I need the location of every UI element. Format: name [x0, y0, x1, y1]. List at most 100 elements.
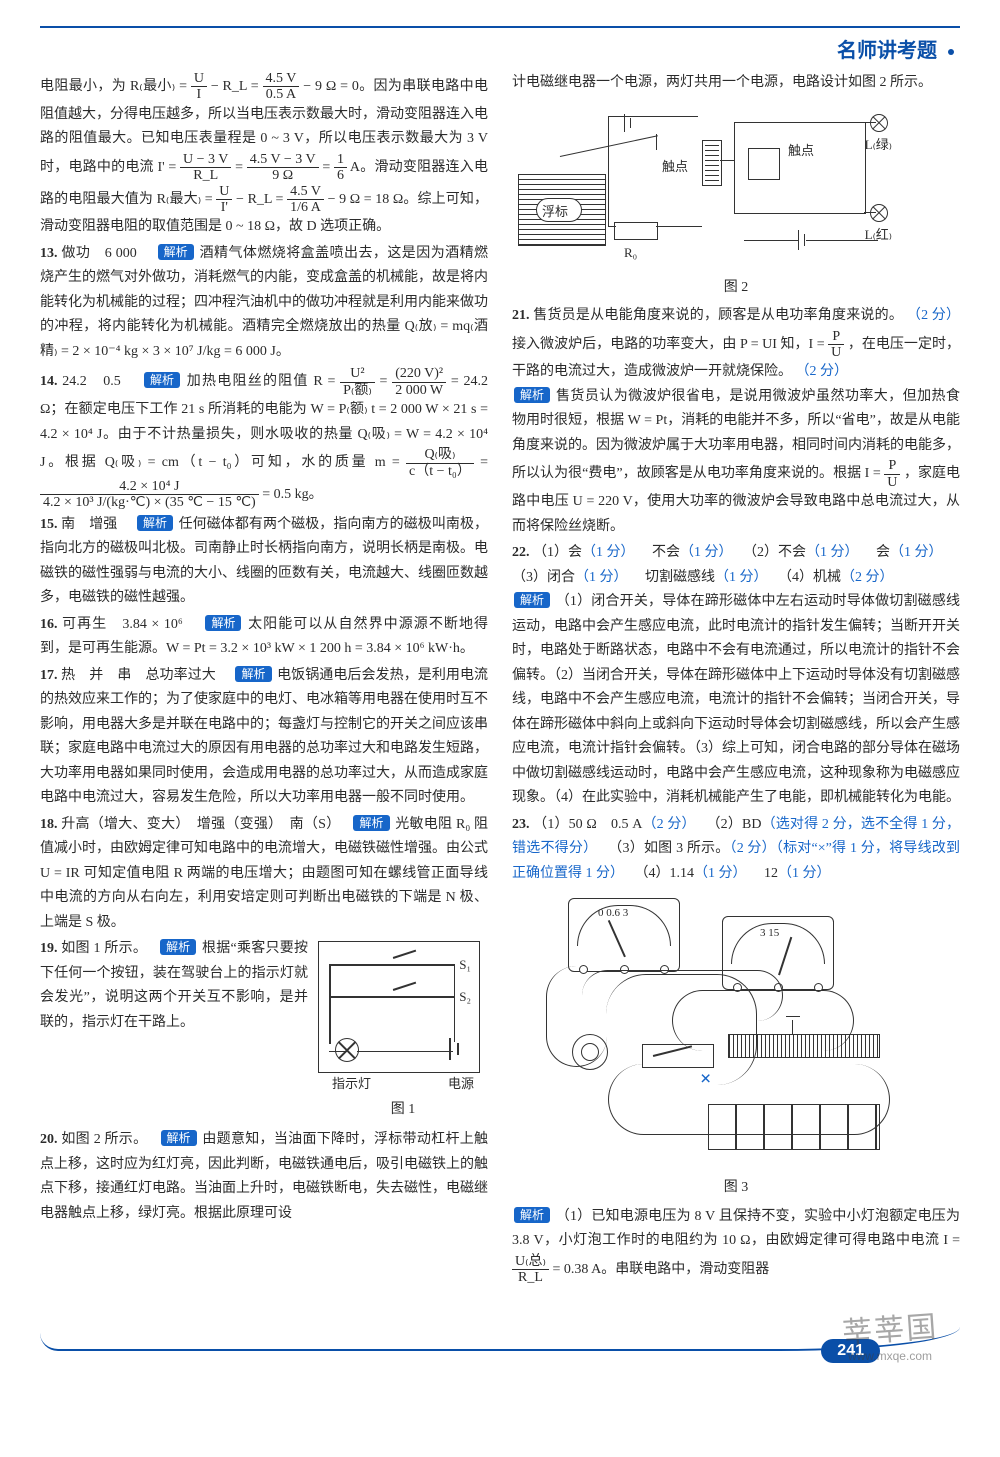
label-s2: S₂ [459, 986, 471, 1009]
analysis-pill: 解析 [235, 666, 271, 682]
score: （1 分） [680, 545, 733, 560]
score: （2 分） [841, 570, 894, 585]
fraction: 4.5 V1/6 A [287, 184, 324, 216]
label-lamp: 指示灯 [332, 1073, 371, 1096]
item-number: 23. [512, 817, 530, 832]
text: = [480, 455, 488, 470]
text: = 0.5 kg。 [262, 487, 322, 502]
score: （1 分） [694, 866, 747, 881]
item-number: 15. [40, 517, 58, 532]
figure-3-caption: 图 3 [512, 1176, 960, 1201]
label-contact: 触点 [662, 156, 688, 179]
fraction: 4.2 × 10⁴ J4.2 × 10³ J/(kg·℃) × (35 ℃ − … [40, 479, 259, 511]
text: 接入微波炉后，电路的功率变大，由 P = UI 知，I = [512, 337, 828, 352]
analysis-pill: 解析 [205, 615, 241, 631]
label-r0: R₀ [624, 242, 637, 265]
text: 酒精气体燃烧将盒盖喷出去，这是因为酒精燃烧产生的燃气对外做功，消耗燃气的内能，变… [40, 246, 488, 359]
item-number: 19. [40, 941, 58, 956]
figure-2: 浮标 R₀ 触点 触点 [512, 104, 960, 301]
item-23: 23. （1）50 Ω 0.5 A（2 分） （2）BD（选对得 2 分，选不全… [512, 813, 960, 887]
text: （1）闭合开关，导体在蹄形磁体中左右运动时导体做切割磁感线运动，电路中会产生感应… [512, 594, 960, 805]
figure-1-diagram: S₁ S₂ [318, 941, 480, 1073]
text: − R_L = [211, 79, 263, 94]
text: 售货员是从电能角度来说的，顾客是从电功率角度来说的。 [533, 308, 903, 323]
left-column: 电阻最小，为 R₍最小₎ = UI − R_L = 4.5 V0.5 A − 9… [40, 69, 488, 1287]
item-19: S₁ S₂ 指示灯 [40, 937, 488, 1126]
text: 计电磁继电器一个电源，两灯共用一个电源，电路设计如图 2 所示。 [512, 75, 932, 90]
score: （1 分） [582, 545, 635, 560]
score: （1 分） [890, 545, 943, 560]
text: 南 增强 [61, 517, 131, 532]
text: （4）机械 [771, 570, 841, 585]
item-number: 21. [512, 308, 530, 323]
item-20: 20. 如图 2 所示。 解析 由题意知，当油面下降时，浮标带动杠杆上触点上移，… [40, 1128, 488, 1226]
score: （1 分） [778, 866, 831, 881]
fraction: PU [884, 458, 900, 490]
text: （3）闭合 [512, 570, 575, 585]
score: （2 分） [642, 817, 695, 832]
analysis-pill: 解析 [353, 815, 389, 831]
text: 光敏电阻 R₀ 阻值减小时，由欧姆定律可知电路中的电流增大，电磁铁磁性增强。由公… [40, 817, 488, 930]
text: = [322, 160, 334, 175]
item-number: 16. [40, 617, 58, 632]
text: 如图 2 所示。 [61, 1132, 154, 1147]
text: 不会 [638, 545, 680, 560]
battery-icon [445, 1038, 465, 1060]
text: （1）会 [533, 545, 582, 560]
text: 电阻最小，为 R₍最小₎ = [40, 79, 191, 94]
analysis-pill: 解析 [158, 244, 194, 260]
text: = [235, 160, 247, 175]
item-number: 18. [40, 817, 58, 832]
fraction: UI [191, 71, 207, 103]
score: （1 分） [806, 545, 859, 560]
fraction: 16 [334, 152, 347, 184]
text: = 0.38 A。串联电路中，滑动变阻器 [553, 1262, 770, 1277]
text: = [380, 374, 393, 389]
analysis-pill: 解析 [514, 387, 550, 403]
header-dot-icon [948, 49, 954, 55]
text: （2）BD [699, 817, 761, 832]
text: 电饭锅通电后会发热，是利用电流的热效应来工作的；为了使家庭中的电灯、电冰箱等用电… [40, 668, 488, 806]
figure-2-diagram: 浮标 R₀ 触点 触点 [512, 104, 892, 274]
text: − R_L = [236, 192, 287, 207]
text: 做功 6 000 [61, 246, 151, 261]
header-rule [40, 26, 960, 28]
text: （3）如图 3 所示。 [601, 841, 729, 856]
figure-1-caption: 图 1 [318, 1098, 488, 1123]
figure-3: 0 0.6 3 3 15 [512, 894, 960, 1201]
analysis-pill: 解析 [514, 592, 550, 608]
fraction: U²P₍额₎ [340, 366, 375, 398]
right-column: 计电磁继电器一个电源，两灯共用一个电源，电路设计如图 2 所示。 浮标 R₀ 触… [512, 69, 960, 1287]
fraction: UI' [216, 184, 232, 216]
header-title: 名师讲考题 [40, 34, 960, 63]
item-20-continued: 计电磁继电器一个电源，两灯共用一个电源，电路设计如图 2 所示。 [512, 71, 960, 96]
header-title-text: 名师讲考题 [837, 40, 937, 62]
score: （2 分） [796, 364, 849, 379]
label-contact2: 触点 [788, 140, 814, 163]
text: 如图 1 所示。 [61, 941, 154, 956]
fraction: Q₍吸₎c（t − t₀） [406, 447, 474, 479]
score: （1 分） [575, 570, 628, 585]
item-12-continued: 电阻最小，为 R₍最小₎ = UI − R_L = 4.5 V0.5 A − 9… [40, 71, 488, 240]
fraction: U − 3 VR_L [180, 152, 231, 184]
score: （1 分） [715, 570, 768, 585]
item-number: 17. [40, 668, 58, 683]
item-15: 15. 南 增强 解析 任何磁体都有两个磁极，指向南方的磁极叫南极，指向北方的磁… [40, 513, 488, 611]
score: （2 分） [907, 308, 960, 323]
analysis-pill: 解析 [137, 515, 173, 531]
watermark: 莘莘国 [841, 1302, 940, 1353]
analysis-pill: 解析 [160, 939, 196, 955]
fraction: 4.5 V − 3 V9 Ω [247, 152, 319, 184]
item-14: 14. 24.2 0.5 解析 加热电阻丝的阻值 R = U²P₍额₎ = (2… [40, 366, 488, 510]
text: 会 [862, 545, 890, 560]
item-17: 17. 热 并 串 总功率过大 解析 电饭锅通电后会发热，是利用电流的热效应来工… [40, 664, 488, 811]
fraction: (220 V)²2 000 W [392, 366, 446, 398]
item-18: 18. 升高（增大、变大） 增强（变强） 南（S） 解析 光敏电阻 R₀ 阻值减… [40, 813, 488, 936]
analysis-pill: 解析 [144, 372, 180, 388]
page: 名师讲考题 电阻最小，为 R₍最小₎ = UI − R_L = 4.5 V0.5… [0, 0, 1000, 1425]
text: 热 并 串 总功率过大 [61, 668, 230, 683]
text: （2）不会 [736, 545, 806, 560]
item-23-analysis: 解析 （1）已知电源电压为 8 V 且保持不变，实验中小灯泡额定电压为 3.8 … [512, 1205, 960, 1286]
text: （1）50 Ω 0.5 A [533, 817, 642, 832]
cross-mark-icon: × [700, 1062, 711, 1097]
